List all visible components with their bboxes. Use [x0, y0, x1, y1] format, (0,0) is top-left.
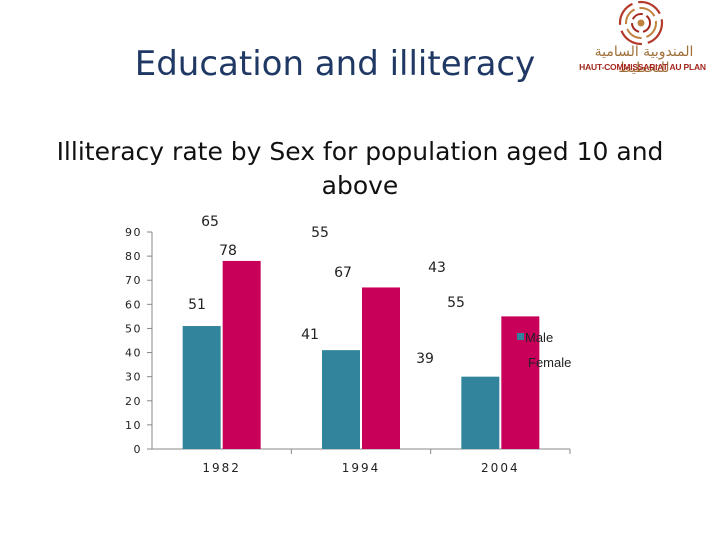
y-tick-label: 10 [125, 419, 142, 432]
legend-swatch-male [517, 333, 524, 340]
data-label: 43 [428, 260, 446, 276]
x-tick-label: 1982 [202, 461, 241, 475]
bar-male-1982 [182, 326, 221, 449]
bar-male-1994 [322, 350, 360, 449]
legend-label-male: Male [525, 330, 553, 345]
legend-swatch-female [517, 356, 524, 363]
legend-label-female: Female [528, 355, 571, 370]
hcp-logo: المندوبية السامية للتخطيط HAUT-COMMISSAR… [565, 0, 720, 80]
y-tick-label: 60 [125, 298, 142, 311]
data-label: 39 [416, 351, 434, 367]
data-label: 51 [188, 297, 206, 313]
y-tick-label: 20 [125, 395, 142, 408]
data-label: 55 [311, 225, 329, 241]
y-tick-label: 70 [125, 274, 142, 287]
data-label: 78 [219, 243, 237, 259]
chart-title: Illiteracy rate by Sex for population ag… [56, 137, 664, 200]
y-tick-label: 40 [125, 347, 142, 360]
bar-female-1994 [362, 287, 400, 449]
data-label: 55 [447, 295, 465, 311]
y-tick-label: 50 [125, 322, 142, 335]
x-tick-label: 2004 [481, 461, 520, 475]
bar-male-2004 [461, 376, 500, 449]
data-label: 41 [301, 327, 319, 343]
y-tick-label: 0 [134, 443, 143, 456]
bar-female-1982 [222, 260, 261, 449]
page-title: Education and illiteracy [134, 44, 536, 84]
data-label: 65 [201, 214, 219, 230]
y-tick-label: 30 [125, 371, 142, 384]
data-label: 67 [334, 265, 352, 281]
logo-french-text: HAUT-COMMISSARIAT AU PLAN [579, 62, 706, 72]
x-tick-label: 1994 [342, 461, 381, 475]
logo-arabic-text: المندوبية السامية للتخطيط [594, 44, 694, 76]
y-tick-label: 80 [125, 250, 142, 263]
y-tick-label: 90 [125, 226, 142, 239]
logo-emblem-icon [618, 0, 664, 46]
